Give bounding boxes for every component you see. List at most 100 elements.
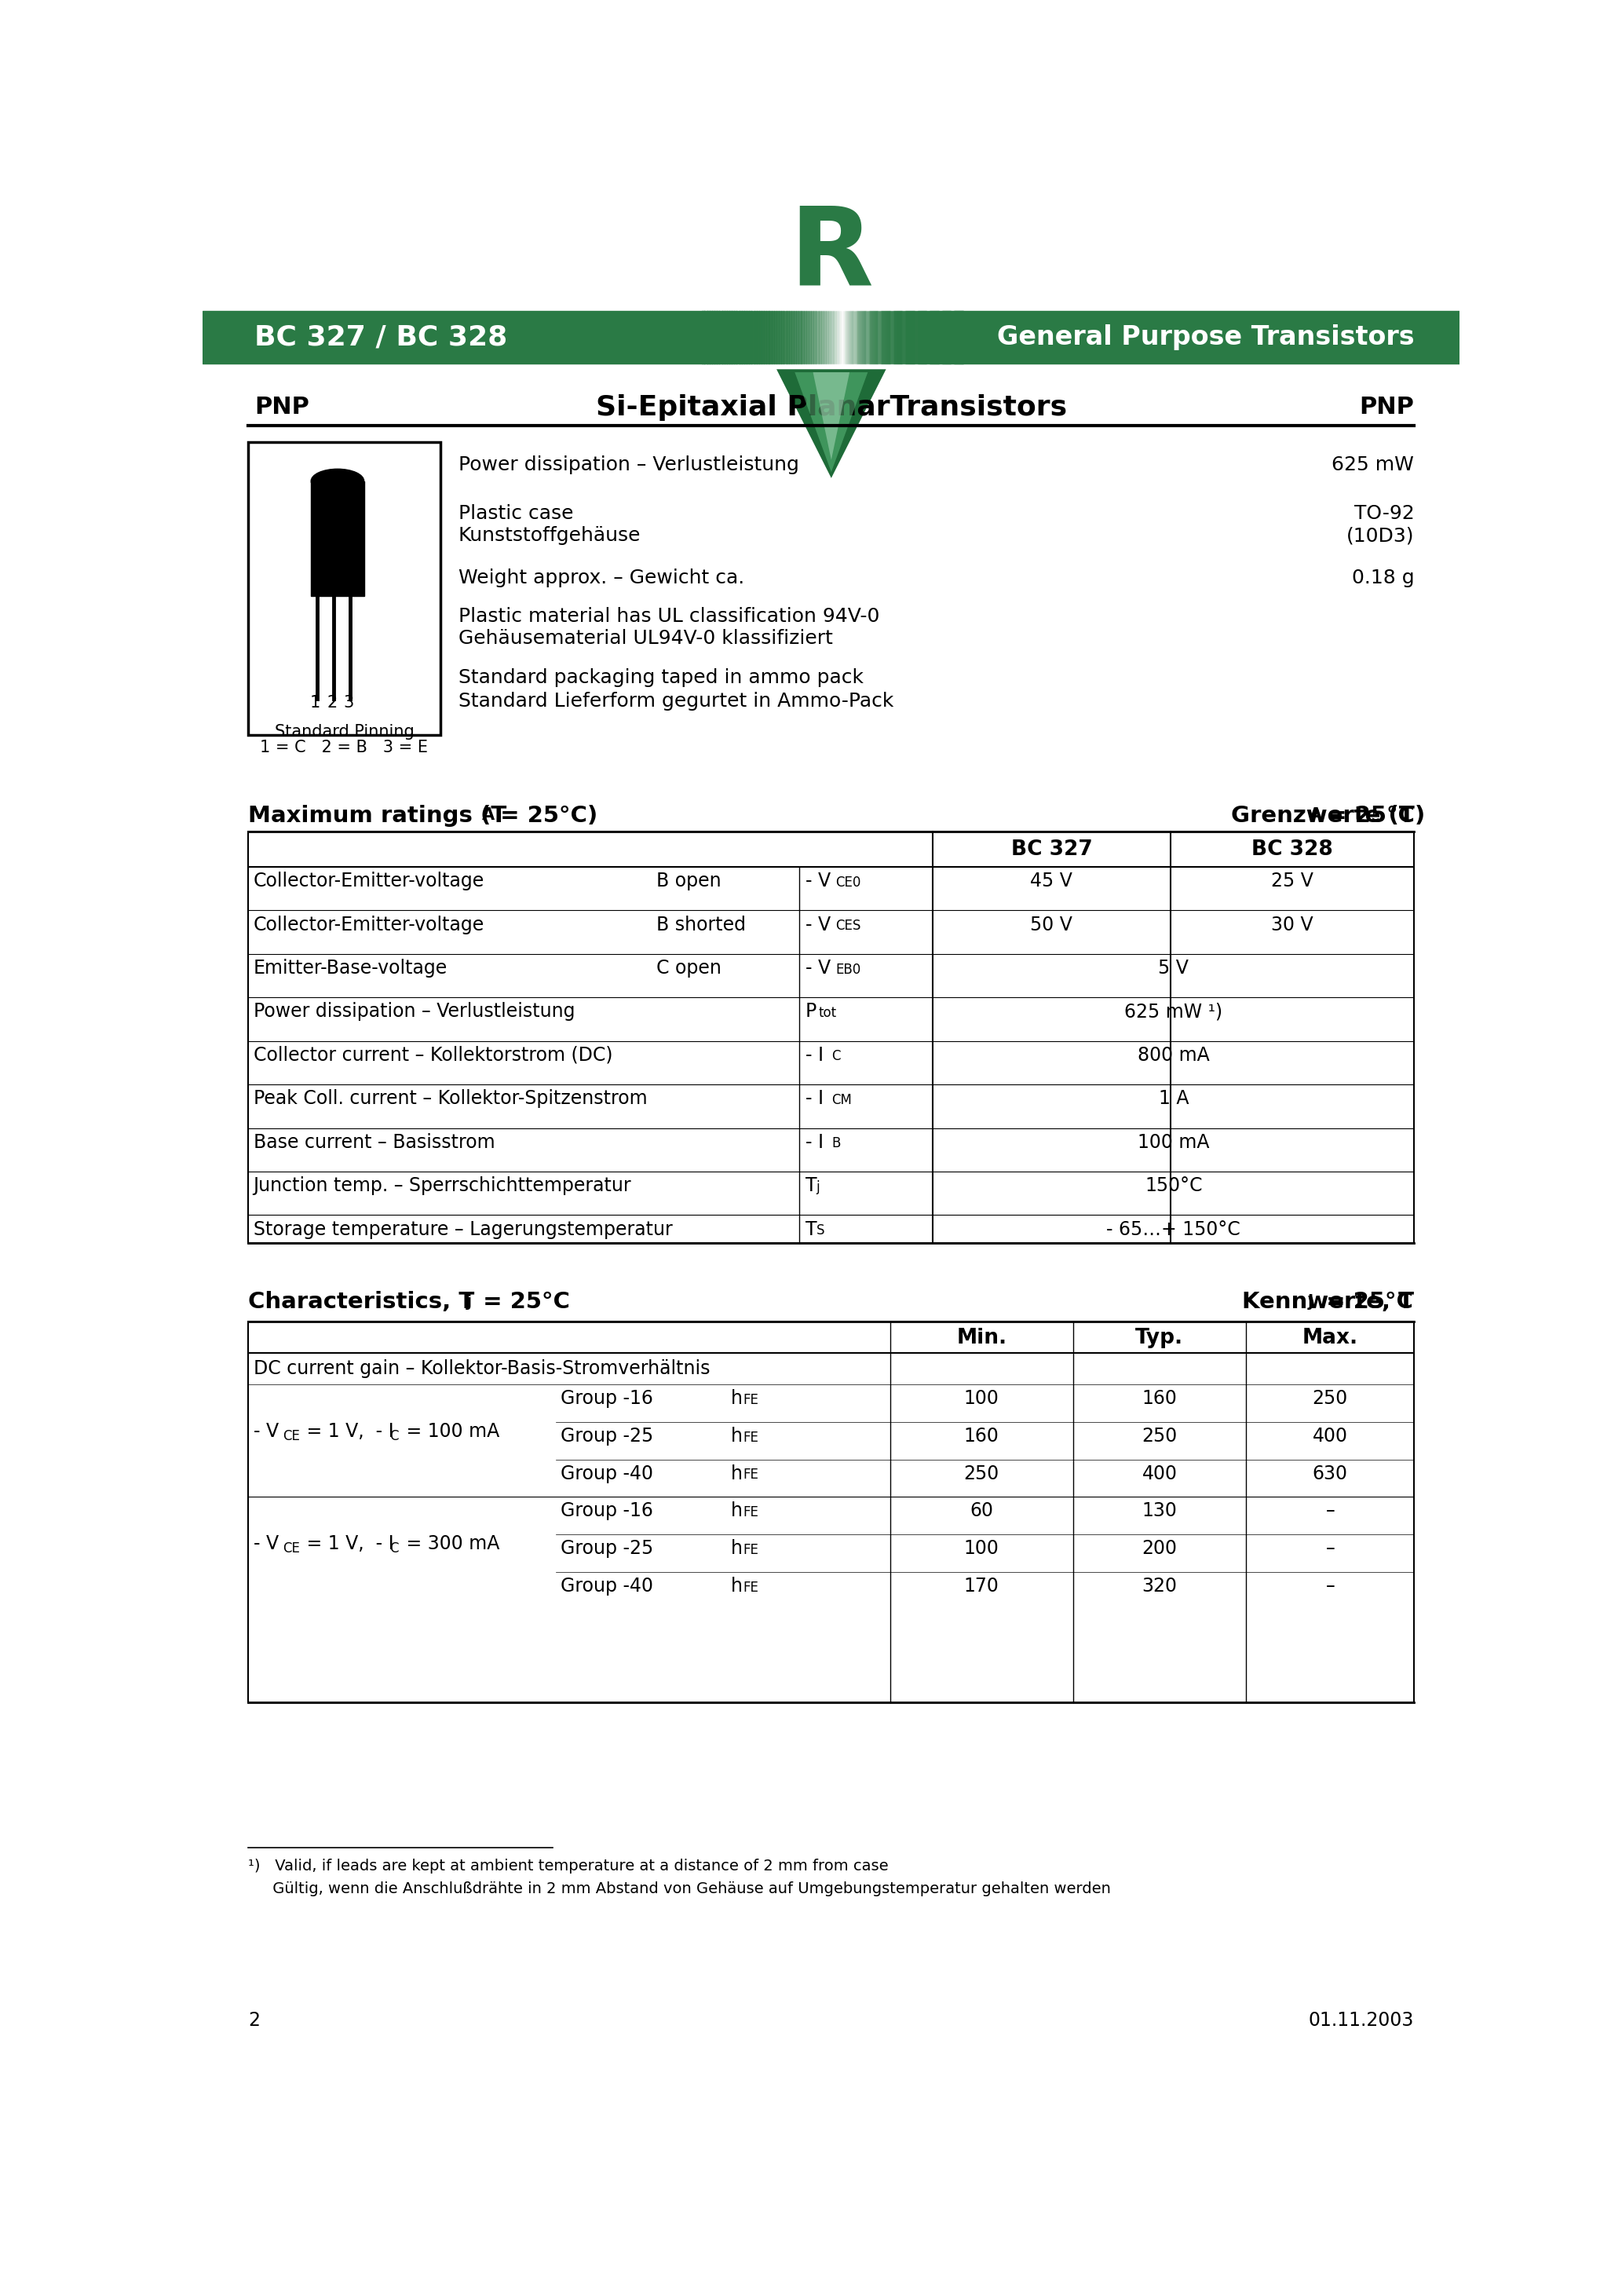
Text: 0.18 g: 0.18 g — [1351, 569, 1414, 588]
Text: Standard Lieferform gegurtet in Ammo-Pack: Standard Lieferform gegurtet in Ammo-Pac… — [459, 691, 894, 709]
Text: h: h — [732, 1502, 743, 1520]
Text: 630: 630 — [1312, 1465, 1348, 1483]
Text: B: B — [832, 1137, 840, 1150]
Text: Plastic material has UL classification 94V-0: Plastic material has UL classification 9… — [459, 606, 879, 627]
Text: Base current – Basisstrom: Base current – Basisstrom — [253, 1132, 495, 1153]
Text: –: – — [1325, 1502, 1335, 1520]
Bar — [248, 441, 440, 735]
Text: Kennwerte, T: Kennwerte, T — [1242, 1290, 1414, 1313]
Text: = 25°C: = 25°C — [475, 1290, 571, 1313]
Bar — [248, 1322, 1414, 1701]
Text: h: h — [732, 1538, 743, 1559]
Text: Standard Pinning: Standard Pinning — [274, 723, 414, 739]
Text: TO-92: TO-92 — [1354, 505, 1414, 523]
Text: CE: CE — [282, 1541, 300, 1554]
Text: BC 328: BC 328 — [1252, 838, 1333, 859]
Text: 170: 170 — [963, 1577, 999, 1596]
Text: - I: - I — [805, 1088, 824, 1109]
Text: 25 V: 25 V — [1272, 872, 1314, 891]
Text: Group -25: Group -25 — [561, 1426, 654, 1446]
Text: Collector-Emitter-voltage: Collector-Emitter-voltage — [253, 916, 485, 934]
Text: h: h — [732, 1389, 743, 1407]
Bar — [311, 482, 363, 597]
Text: C: C — [389, 1428, 399, 1442]
Text: CM: CM — [832, 1093, 852, 1107]
Text: Maximum ratings (T: Maximum ratings (T — [248, 804, 506, 827]
Text: 150°C: 150°C — [1145, 1176, 1202, 1196]
Text: 130: 130 — [1142, 1502, 1178, 1520]
Text: FE: FE — [743, 1430, 759, 1444]
Text: 2: 2 — [328, 696, 337, 712]
Text: Power dissipation – Verlustleistung: Power dissipation – Verlustleistung — [459, 455, 800, 475]
Text: R: R — [790, 202, 873, 308]
Text: - V: - V — [253, 1534, 279, 1554]
Text: Power dissipation – Verlustleistung: Power dissipation – Verlustleistung — [253, 1003, 574, 1022]
Text: 3: 3 — [344, 696, 354, 712]
Text: 100: 100 — [963, 1389, 999, 1407]
Text: –: – — [1325, 1538, 1335, 1559]
Text: T: T — [805, 1219, 816, 1240]
Text: Min.: Min. — [957, 1327, 1007, 1348]
Text: 200: 200 — [1142, 1538, 1178, 1559]
Text: B open: B open — [655, 872, 720, 891]
Text: Weight approx. – Gewicht ca.: Weight approx. – Gewicht ca. — [459, 569, 744, 588]
Text: BC 327 / BC 328: BC 327 / BC 328 — [255, 324, 508, 351]
Text: Group -40: Group -40 — [561, 1465, 654, 1483]
Text: Collector current – Kollektorstrom (DC): Collector current – Kollektorstrom (DC) — [253, 1045, 613, 1065]
Text: = 100 mA: = 100 mA — [401, 1421, 500, 1442]
Polygon shape — [795, 372, 868, 473]
Text: 45 V: 45 V — [1030, 872, 1072, 891]
Text: CE: CE — [282, 1428, 300, 1442]
Bar — [963, 310, 1460, 363]
Bar — [203, 310, 702, 363]
Text: General Purpose Transistors: General Purpose Transistors — [998, 324, 1414, 351]
Text: h: h — [732, 1426, 743, 1446]
Text: FE: FE — [743, 1394, 759, 1407]
Text: Group -25: Group -25 — [561, 1538, 654, 1559]
Text: = 25°C): = 25°C) — [493, 804, 599, 827]
Text: 400: 400 — [1312, 1426, 1348, 1446]
Text: 01.11.2003: 01.11.2003 — [1309, 2011, 1414, 2030]
Text: PNP: PNP — [255, 395, 310, 418]
Text: = 1 V,  - I: = 1 V, - I — [300, 1421, 394, 1442]
Text: Emitter-Base-voltage: Emitter-Base-voltage — [253, 960, 448, 978]
Text: Group -16: Group -16 — [561, 1389, 654, 1407]
Text: 5 V: 5 V — [1158, 960, 1189, 978]
Text: A: A — [1309, 808, 1322, 824]
Text: FE: FE — [743, 1506, 759, 1520]
Text: 2: 2 — [248, 2011, 260, 2030]
Text: Typ.: Typ. — [1135, 1327, 1184, 1348]
Text: 1 A: 1 A — [1158, 1088, 1189, 1109]
Text: Plastic case: Plastic case — [459, 505, 573, 523]
Text: –: – — [1325, 1577, 1335, 1596]
Text: Grenzwerte (T: Grenzwerte (T — [1231, 804, 1414, 827]
Text: 1 = C   2 = B   3 = E: 1 = C 2 = B 3 = E — [260, 739, 428, 755]
Text: 1: 1 — [310, 696, 321, 712]
Polygon shape — [777, 370, 886, 478]
Text: PNP: PNP — [1359, 395, 1414, 418]
Text: CES: CES — [835, 918, 861, 932]
Text: P: P — [805, 1003, 816, 1022]
Text: Standard packaging taped in ammo pack: Standard packaging taped in ammo pack — [459, 668, 863, 687]
Text: 30 V: 30 V — [1272, 916, 1314, 934]
Text: Gehäusematerial UL94V-0 klassifiziert: Gehäusematerial UL94V-0 klassifiziert — [459, 629, 832, 647]
Text: C open: C open — [655, 960, 722, 978]
Text: - V: - V — [253, 1421, 279, 1442]
Text: FE: FE — [743, 1467, 759, 1481]
Text: 320: 320 — [1142, 1577, 1178, 1596]
Text: - V: - V — [805, 872, 830, 891]
Text: 160: 160 — [963, 1426, 999, 1446]
Ellipse shape — [311, 468, 363, 494]
Text: EB0: EB0 — [835, 962, 861, 976]
Text: A: A — [482, 808, 495, 824]
Bar — [248, 831, 1414, 1242]
Text: - I: - I — [805, 1132, 824, 1153]
Text: = 1 V,  - I: = 1 V, - I — [300, 1534, 394, 1554]
Text: C: C — [389, 1541, 399, 1554]
Text: h: h — [732, 1465, 743, 1483]
Text: 100 mA: 100 mA — [1137, 1132, 1210, 1153]
Polygon shape — [813, 372, 850, 459]
Text: - V: - V — [805, 960, 830, 978]
Text: T: T — [805, 1176, 816, 1196]
Text: Max.: Max. — [1302, 1327, 1358, 1348]
